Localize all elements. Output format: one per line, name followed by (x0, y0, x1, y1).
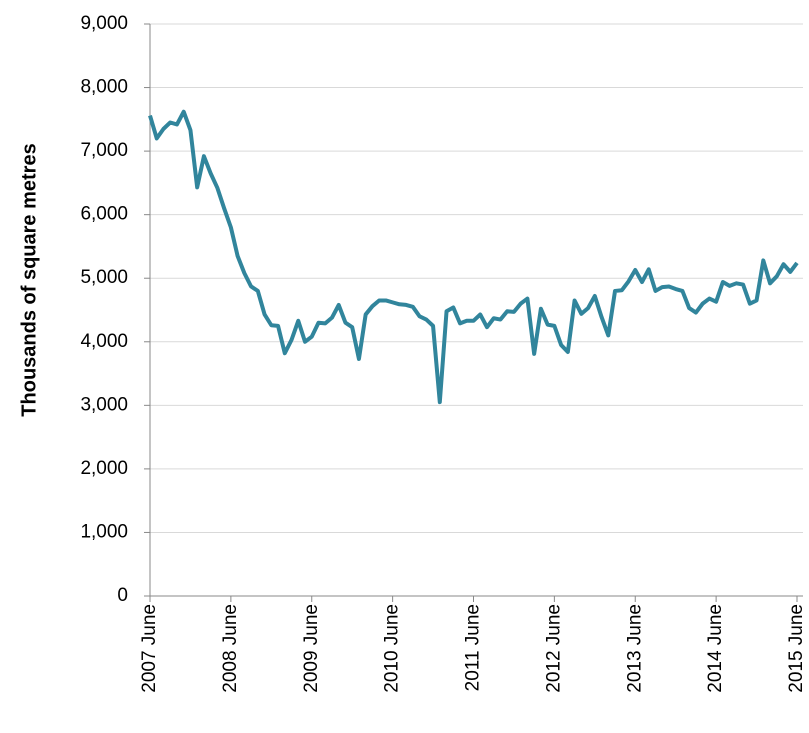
y-tick-label: 1,000 (80, 521, 128, 542)
data-line (148, 109, 799, 405)
y-tick-label: 0 (117, 585, 128, 606)
x-tick-label: 2011 June (463, 604, 484, 691)
x-tick-label: 2015 June (786, 604, 807, 693)
y-tick-label: 3,000 (80, 394, 128, 415)
x-tick-label: 2014 June (705, 604, 726, 693)
x-tick-label: 2009 June (301, 604, 322, 693)
x-tick-label: 2013 June (624, 604, 645, 693)
x-tick-label: 2008 June (220, 604, 241, 693)
y-tick-label: 5,000 (80, 267, 128, 288)
y-axis-title: Thousands of square metres (18, 143, 40, 416)
x-tick-label: 2007 June (139, 604, 160, 693)
y-tick-label: 8,000 (80, 77, 128, 98)
y-tick-label: 7,000 (80, 140, 128, 161)
x-tick-label: 2012 June (543, 604, 564, 693)
y-tick-label: 4,000 (80, 331, 128, 352)
x-tick-label: 2010 June (382, 604, 403, 693)
y-tick-label: 9,000 (80, 13, 128, 34)
y-tick-label: 2,000 (80, 458, 128, 479)
y-tick-label: 6,000 (80, 204, 128, 225)
